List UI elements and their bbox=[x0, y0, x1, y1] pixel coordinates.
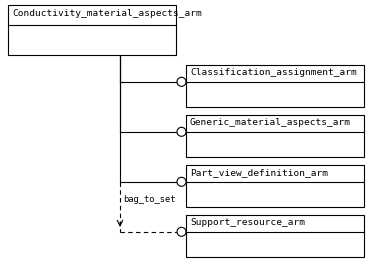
Text: Generic_material_aspects_arm: Generic_material_aspects_arm bbox=[190, 118, 351, 127]
Text: Support_resource_arm: Support_resource_arm bbox=[190, 218, 305, 227]
Bar bbox=[186, 65, 364, 107]
Text: Classification_assignment_arm: Classification_assignment_arm bbox=[190, 68, 357, 77]
Text: bag_to_set: bag_to_set bbox=[123, 195, 176, 204]
Circle shape bbox=[177, 77, 186, 86]
Circle shape bbox=[177, 177, 186, 186]
Bar bbox=[8, 5, 176, 55]
Text: Conductivity_material_aspects_arm: Conductivity_material_aspects_arm bbox=[12, 10, 202, 18]
Circle shape bbox=[177, 127, 186, 136]
Bar bbox=[186, 215, 364, 257]
Circle shape bbox=[177, 227, 186, 236]
Bar bbox=[186, 115, 364, 157]
Text: Part_view_definition_arm: Part_view_definition_arm bbox=[190, 168, 328, 177]
Bar bbox=[186, 165, 364, 207]
